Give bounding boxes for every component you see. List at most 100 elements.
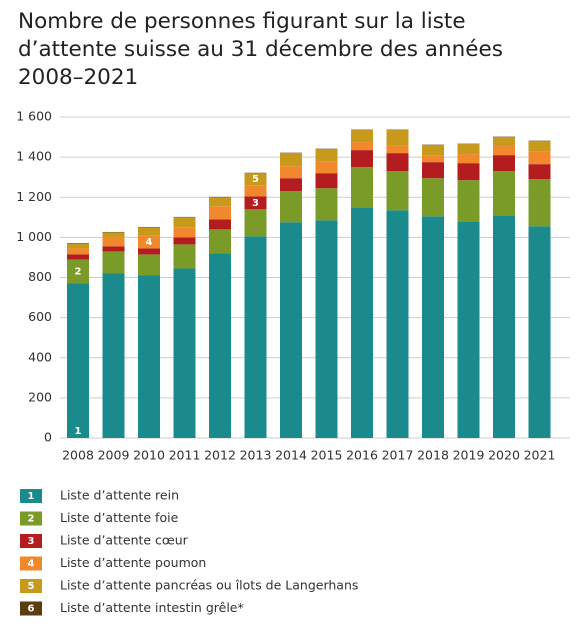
- bar-segment: [493, 215, 515, 438]
- segment-key: 2: [75, 266, 82, 277]
- x-tick-label: 2018: [417, 448, 449, 463]
- bar-segment: [493, 171, 515, 216]
- y-tick-label: 0: [44, 430, 52, 445]
- x-tick-label: 2021: [524, 448, 556, 463]
- bar-segment: [67, 259, 89, 284]
- bar-segment: [67, 283, 89, 438]
- bar-segment: [209, 253, 231, 438]
- bar-segment: [386, 210, 409, 438]
- bar-segment: [528, 151, 551, 165]
- bar-segment: [280, 222, 302, 438]
- y-tick-label: 200: [28, 389, 52, 404]
- x-tick-label: 2016: [346, 448, 378, 463]
- legend-label: Liste d’attente pancréas ou îlots de Lan…: [60, 578, 358, 593]
- y-tick-label: 1 400: [16, 149, 52, 164]
- x-tick-label: 2008: [62, 448, 94, 463]
- chart-title: Nombre de personnes figurant sur la list…: [18, 9, 503, 90]
- legend-swatch: [20, 511, 42, 526]
- y-tick-label: 1 200: [16, 189, 52, 204]
- bar-segment: [209, 197, 231, 207]
- bar-segment: [315, 173, 338, 189]
- y-tick-label: 1 600: [16, 109, 52, 124]
- bar-segment: [351, 130, 373, 143]
- legend-swatch: [20, 489, 42, 503]
- x-tick-label: 2013: [240, 448, 272, 463]
- segment-key: 3: [252, 198, 259, 209]
- bar-segment: [351, 150, 373, 168]
- legend-swatch: [20, 579, 42, 593]
- segment-key: 4: [146, 237, 153, 248]
- bar-segment: [457, 163, 480, 181]
- legend-key: 1: [28, 491, 35, 502]
- bar-segment: [422, 145, 444, 156]
- legend-key: 6: [28, 604, 35, 615]
- bar-segment: [386, 130, 409, 146]
- x-tick-label: 2015: [311, 448, 343, 463]
- bar-segment: [280, 166, 302, 179]
- bar-segment: [422, 162, 444, 179]
- legend-key: 5: [28, 581, 35, 592]
- legend-label: Liste d’attente rein: [60, 488, 179, 503]
- legend-label: Liste d’attente intestin grêle*: [60, 600, 244, 615]
- bar-segment: [457, 221, 480, 438]
- bar-segment: [244, 209, 267, 237]
- legend-key: 3: [28, 536, 35, 547]
- legend-swatch: [20, 556, 42, 571]
- bar-segment: [209, 206, 231, 220]
- bar-segment: [67, 243, 89, 249]
- bar-segment: [457, 154, 480, 164]
- segment-key: 1: [75, 426, 82, 437]
- bar-segment: [528, 141, 551, 152]
- bar-segment: [102, 251, 125, 274]
- bar-segment: [173, 227, 196, 238]
- bar-segment: [422, 178, 444, 217]
- bar-segment: [67, 254, 89, 260]
- bar-segment: [173, 237, 196, 245]
- legend-label: Liste d’attente poumon: [60, 555, 206, 570]
- x-tick-label: 2009: [98, 448, 130, 463]
- bar-segment: [315, 188, 338, 221]
- bar-segment: [173, 268, 196, 438]
- bar-segment: [209, 219, 231, 230]
- x-tick-label: 2017: [382, 448, 414, 463]
- bar-segment: [138, 275, 160, 438]
- bar-segment: [386, 153, 409, 172]
- bar-segment: [386, 145, 409, 154]
- bar-segment: [422, 216, 444, 438]
- bar-segment: [67, 248, 89, 255]
- bar-segment: [457, 180, 480, 222]
- bar-segment: [528, 179, 551, 227]
- bar-segment: [351, 167, 373, 208]
- bar-segment: [315, 161, 338, 174]
- bar-segment: [138, 227, 160, 236]
- bar-segment: [280, 178, 302, 192]
- bar-segment: [315, 149, 338, 162]
- bar-segment: [209, 229, 231, 254]
- bar-segment: [102, 246, 125, 252]
- bar-segment: [102, 237, 125, 247]
- bar-segment: [244, 196, 267, 210]
- bar-segment: [102, 273, 125, 438]
- bar-segment: [351, 207, 373, 438]
- x-tick-label: 2014: [275, 448, 307, 463]
- x-tick-label: 2012: [204, 448, 236, 463]
- y-tick-label: 1 000: [16, 229, 52, 244]
- bar-segment: [315, 220, 338, 438]
- bar-segment: [528, 164, 551, 180]
- bar-segment: [280, 153, 302, 167]
- bar-segment: [173, 244, 196, 269]
- bar-segment: [422, 155, 444, 163]
- segment-key: 5: [252, 174, 259, 185]
- bar-segment: [244, 173, 267, 186]
- legend-label: Liste d’attente cœur: [60, 533, 189, 548]
- bar-segment: [244, 236, 267, 438]
- bar-segment: [244, 185, 267, 197]
- bar-segment: [528, 226, 551, 438]
- bar-segment: [351, 142, 373, 151]
- y-tick-label: 800: [28, 269, 52, 284]
- y-tick-label: 400: [28, 349, 52, 364]
- bar-segment: [138, 254, 160, 276]
- bar-segment: [493, 137, 515, 147]
- bar-segment: [102, 232, 125, 238]
